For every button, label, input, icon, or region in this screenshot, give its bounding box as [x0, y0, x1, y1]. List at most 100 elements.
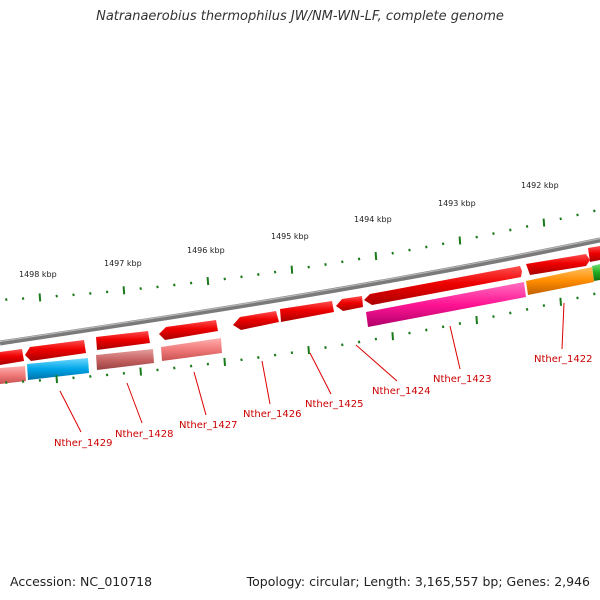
minor-tick: [307, 265, 310, 269]
minor-tick: [374, 337, 378, 341]
cog-band: [526, 267, 594, 295]
gene-arrow: [280, 301, 334, 322]
cog-band: [27, 358, 89, 380]
scale-label: 1498 kbp: [19, 270, 57, 279]
major-tick: [458, 236, 462, 245]
minor-tick: [105, 290, 109, 294]
scale-label: 1497 kbp: [104, 259, 142, 268]
minor-tick: [509, 311, 512, 315]
minor-tick: [324, 263, 327, 266]
major-tick: [475, 316, 478, 325]
major-tick: [374, 252, 378, 261]
minor-tick: [475, 235, 478, 239]
gene-labels: Nther_1429 Nther_1428 Nther_1427 Nther_1…: [54, 354, 592, 449]
minor-tick: [173, 283, 176, 287]
cog-bands: [0, 264, 600, 384]
minor-tick: [593, 292, 596, 296]
leader-line: [309, 352, 332, 395]
major-tick: [38, 293, 42, 302]
major-tick: [559, 297, 562, 306]
minor-tick: [105, 373, 109, 377]
minor-tick: [525, 307, 529, 311]
scale-label: 1493 kbp: [438, 199, 476, 208]
cog-band: [592, 264, 600, 281]
minor-tick: [89, 374, 92, 378]
minor-tick: [156, 368, 159, 372]
minor-tick: [576, 296, 579, 300]
inner-scale-ticks: [5, 292, 596, 385]
minor-tick: [173, 366, 176, 370]
leader-line: [561, 302, 565, 350]
minor-tick: [425, 245, 428, 249]
scale-label: 1492 kbp: [521, 181, 559, 190]
major-tick: [122, 286, 126, 295]
gene-arrow: [96, 331, 150, 350]
minor-tick: [21, 297, 25, 301]
leader-line: [193, 371, 207, 416]
scale-label: 1494 kbp: [354, 215, 392, 224]
minor-tick: [408, 248, 411, 252]
minor-tick: [357, 340, 361, 344]
gene-arrow: [159, 320, 218, 340]
label-leaders: [59, 302, 565, 433]
minor-tick: [576, 213, 579, 217]
accession-text: Accession: NC_010718: [10, 574, 153, 589]
minor-tick: [21, 380, 25, 384]
minor-tick: [492, 232, 495, 236]
gene-label: Nther_1426: [243, 409, 301, 420]
minor-tick: [593, 209, 596, 213]
minor-tick: [273, 353, 277, 357]
minor-tick: [156, 285, 159, 289]
minor-tick: [509, 228, 512, 232]
major-tick: [391, 332, 394, 341]
gene-label: Nther_1425: [305, 399, 363, 410]
minor-tick: [391, 251, 394, 255]
major-tick: [55, 375, 58, 384]
minor-tick: [324, 346, 327, 349]
minor-tick: [341, 260, 344, 264]
minor-tick: [55, 294, 58, 298]
major-tick: [290, 265, 294, 274]
minor-tick: [357, 257, 361, 261]
map-title: Natranaerobius thermophilus JW/NM-WN-LF,…: [96, 9, 504, 24]
gene-label: Nther_1423: [433, 374, 491, 385]
leader-line: [126, 382, 143, 424]
gene-arrow: [233, 311, 279, 330]
minor-tick: [441, 242, 445, 246]
minor-tick: [240, 275, 243, 279]
gene-arrow: [25, 340, 86, 361]
minor-tick: [408, 331, 411, 335]
cog-band: [161, 338, 222, 361]
cog-band: [0, 366, 26, 384]
gene-label: Nther_1428: [115, 429, 173, 440]
major-tick: [139, 367, 142, 376]
leader-line: [449, 325, 461, 370]
minor-tick: [257, 273, 260, 276]
minor-tick: [206, 362, 210, 366]
minor-tick: [89, 291, 92, 295]
leader-line: [261, 360, 271, 405]
forward-genes: [0, 246, 600, 365]
minor-tick: [223, 277, 226, 281]
minor-tick: [492, 315, 495, 319]
gene-arrow: [0, 349, 24, 365]
minor-tick: [189, 364, 193, 368]
minor-tick: [72, 376, 75, 380]
gene-arrow: [588, 246, 600, 262]
genome-backbone-highlight: [0, 237, 600, 343]
minor-tick: [5, 298, 8, 302]
minor-tick: [341, 343, 344, 347]
minor-tick: [257, 356, 260, 359]
minor-tick: [425, 328, 428, 332]
minor-tick: [542, 304, 546, 308]
minor-tick: [273, 270, 277, 274]
minor-tick: [290, 351, 294, 355]
minor-tick: [458, 322, 462, 325]
topology-text: Topology: circular; Length: 3,165,557 bp…: [246, 574, 590, 589]
major-tick: [307, 346, 310, 355]
major-tick: [223, 357, 226, 366]
minor-tick: [72, 293, 75, 297]
scale-label: 1495 kbp: [271, 232, 309, 241]
cog-band: [366, 282, 526, 327]
major-tick: [542, 218, 546, 227]
